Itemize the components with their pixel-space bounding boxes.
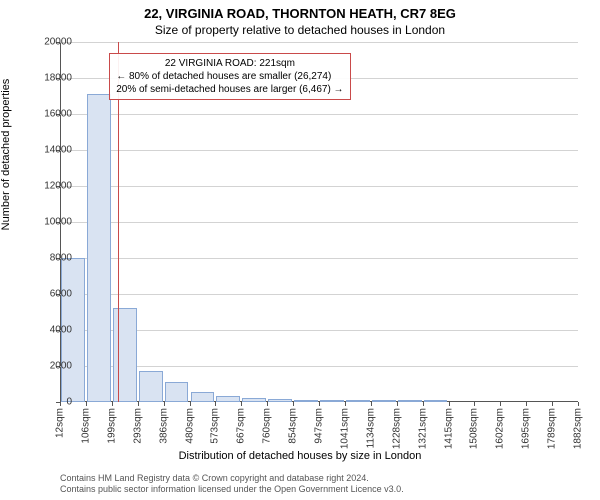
chart-area: 22 VIRGINIA ROAD: 221sqm← 80% of detache… xyxy=(60,42,578,402)
xtick-label: 1134sqm xyxy=(365,408,376,448)
xtick-mark xyxy=(474,402,475,406)
xtick-mark xyxy=(138,402,139,406)
xtick-mark xyxy=(397,402,398,406)
xtick-label: 1321sqm xyxy=(417,408,428,449)
ytick-label: 4000 xyxy=(30,325,72,336)
xtick-mark xyxy=(267,402,268,406)
ytick-label: 8000 xyxy=(30,253,72,264)
xtick-mark xyxy=(371,402,372,406)
histogram-bar xyxy=(87,94,111,402)
xtick-label: 947sqm xyxy=(314,408,325,444)
attribution-line2: Contains public sector information licen… xyxy=(60,484,404,496)
ytick-label: 12000 xyxy=(30,181,72,192)
plot-area: 22 VIRGINIA ROAD: 221sqm← 80% of detache… xyxy=(60,42,578,402)
xtick-label: 1041sqm xyxy=(339,408,350,449)
annotation-line: 20% of semi-detached houses are larger (… xyxy=(116,83,343,96)
attribution-line1: Contains HM Land Registry data © Crown c… xyxy=(60,473,404,485)
xtick-label: 1789sqm xyxy=(547,408,558,449)
xtick-label: 293sqm xyxy=(132,408,143,444)
xtick-mark xyxy=(578,402,579,406)
xtick-label: 199sqm xyxy=(106,408,117,444)
xtick-label: 480sqm xyxy=(184,408,195,444)
xtick-label: 1508sqm xyxy=(469,408,480,449)
histogram-bar xyxy=(268,399,292,402)
xtick-mark xyxy=(345,402,346,406)
xtick-label: 573sqm xyxy=(210,408,221,444)
xtick-mark xyxy=(241,402,242,406)
xtick-mark xyxy=(86,402,87,406)
attribution: Contains HM Land Registry data © Crown c… xyxy=(60,473,404,496)
histogram-bar xyxy=(372,400,396,402)
xtick-mark xyxy=(552,402,553,406)
ytick-label: 20000 xyxy=(30,37,72,48)
histogram-bar xyxy=(165,382,189,402)
ytick-label: 2000 xyxy=(30,361,72,372)
histogram-bar xyxy=(294,400,318,402)
xtick-mark xyxy=(319,402,320,406)
xtick-label: 386sqm xyxy=(158,408,169,444)
xtick-mark xyxy=(449,402,450,406)
histogram-bar xyxy=(139,371,163,402)
y-axis-label: Number of detached properties xyxy=(0,79,12,231)
histogram-bar xyxy=(320,400,344,402)
histogram-bar xyxy=(216,396,240,402)
xtick-label: 1228sqm xyxy=(391,408,402,449)
page-title: 22, VIRGINIA ROAD, THORNTON HEATH, CR7 8… xyxy=(0,0,600,21)
xtick-label: 12sqm xyxy=(55,408,66,438)
xtick-label: 667sqm xyxy=(236,408,247,444)
gridline xyxy=(60,150,578,151)
xtick-label: 1695sqm xyxy=(521,408,532,449)
histogram-bar xyxy=(113,308,137,402)
xtick-label: 1602sqm xyxy=(495,408,506,449)
xtick-mark xyxy=(164,402,165,406)
histogram-bar xyxy=(398,400,422,402)
xtick-label: 106sqm xyxy=(80,408,91,444)
ytick-label: 14000 xyxy=(30,145,72,156)
histogram-bar xyxy=(346,400,370,402)
annotation-line: 22 VIRGINIA ROAD: 221sqm xyxy=(116,57,343,70)
xtick-label: 760sqm xyxy=(262,408,273,444)
gridline xyxy=(60,258,578,259)
xtick-mark xyxy=(500,402,501,406)
gridline xyxy=(60,366,578,367)
gridline xyxy=(60,330,578,331)
xtick-mark xyxy=(190,402,191,406)
x-axis-label: Distribution of detached houses by size … xyxy=(0,450,600,462)
ytick-label: 0 xyxy=(30,397,72,408)
gridline xyxy=(60,42,578,43)
xtick-mark xyxy=(293,402,294,406)
xtick-label: 854sqm xyxy=(288,408,299,444)
xtick-mark xyxy=(112,402,113,406)
gridline xyxy=(60,294,578,295)
annotation-line: ← 80% of detached houses are smaller (26… xyxy=(116,70,343,83)
gridline xyxy=(60,186,578,187)
histogram-bar xyxy=(242,398,266,403)
ytick-label: 10000 xyxy=(30,217,72,228)
histogram-bar xyxy=(191,392,215,402)
xtick-label: 1415sqm xyxy=(443,408,454,449)
annotation-box: 22 VIRGINIA ROAD: 221sqm← 80% of detache… xyxy=(109,53,350,100)
xtick-mark xyxy=(423,402,424,406)
ytick-label: 16000 xyxy=(30,109,72,120)
ytick-label: 6000 xyxy=(30,289,72,300)
xtick-mark xyxy=(526,402,527,406)
ytick-label: 18000 xyxy=(30,73,72,84)
xtick-mark xyxy=(215,402,216,406)
xtick-label: 1882sqm xyxy=(573,408,584,449)
gridline xyxy=(60,114,578,115)
gridline xyxy=(60,222,578,223)
histogram-bar xyxy=(424,400,448,402)
page-subtitle: Size of property relative to detached ho… xyxy=(0,21,600,37)
